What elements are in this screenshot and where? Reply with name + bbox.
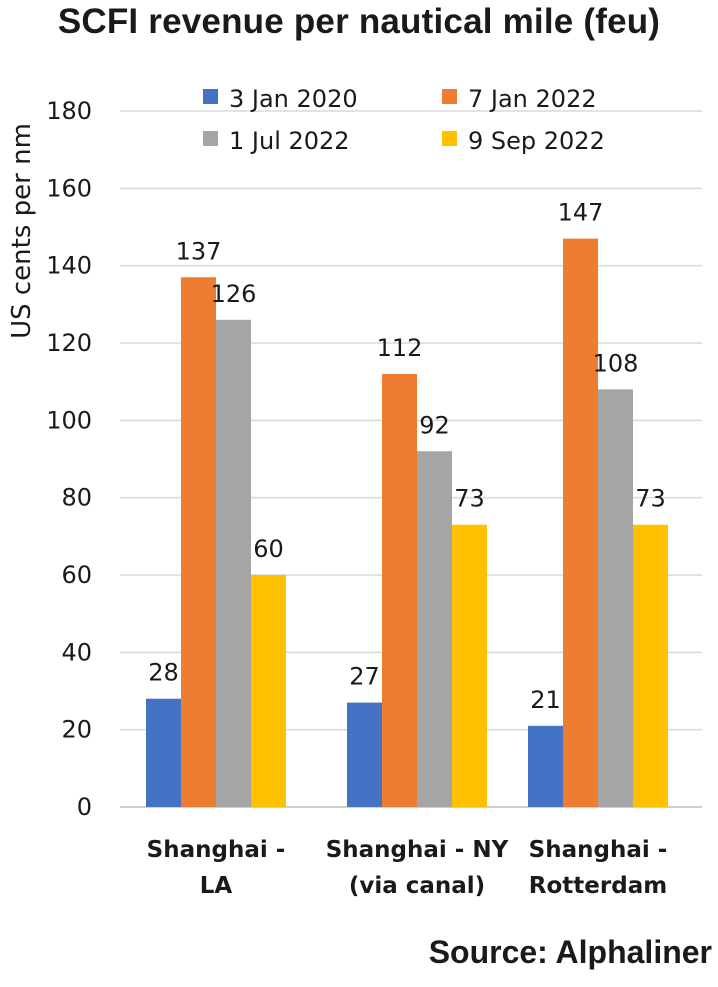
data-label: 126 bbox=[211, 280, 257, 308]
y-tick-label: 20 bbox=[61, 716, 92, 744]
y-axis-ticks: 0 20 40 60 80 100 120 140 160 180 bbox=[46, 97, 92, 821]
y-tick-label: 120 bbox=[46, 329, 92, 357]
y-tick-label: 180 bbox=[46, 97, 92, 125]
legend: 3 Jan 2020 7 Jan 2022 1 Jul 2022 9 Sep 2022 bbox=[203, 85, 605, 155]
category-labels: Shanghai - LA Shanghai - NY (via canal) Shan… bbox=[147, 837, 668, 899]
legend-swatch bbox=[442, 89, 457, 104]
bar bbox=[382, 373, 417, 807]
y-tick-label: 80 bbox=[61, 484, 92, 512]
bar bbox=[633, 524, 668, 807]
legend-label: 1 Jul 2022 bbox=[229, 127, 350, 155]
data-label: 108 bbox=[593, 349, 639, 377]
data-label: 27 bbox=[349, 663, 380, 691]
bar bbox=[181, 277, 216, 807]
category-label: Shanghai - NY bbox=[326, 837, 509, 863]
y-tick-label: 60 bbox=[61, 561, 92, 589]
data-labels: 28 137 126 60 27 112 92 73 21 147 108 73 bbox=[148, 199, 666, 714]
bar bbox=[452, 524, 487, 807]
chart-title: SCFI revenue per nautical mile (feu) bbox=[57, 2, 661, 41]
category-label: Shanghai - bbox=[529, 837, 668, 863]
category-label: (via canal) bbox=[349, 873, 485, 899]
y-tick-label: 160 bbox=[46, 174, 92, 202]
category-label: LA bbox=[200, 873, 233, 899]
category-label: Shanghai - bbox=[147, 837, 286, 863]
legend-swatch bbox=[442, 131, 457, 146]
legend-label: 7 Jan 2022 bbox=[468, 85, 597, 113]
bars bbox=[146, 238, 668, 808]
bar bbox=[598, 389, 633, 807]
legend-swatch bbox=[203, 131, 218, 146]
y-axis-title: US cents per nm bbox=[7, 123, 37, 339]
bar bbox=[528, 725, 563, 807]
bar bbox=[563, 238, 598, 808]
bar bbox=[251, 575, 286, 807]
legend-label: 9 Sep 2022 bbox=[468, 127, 605, 155]
data-label: 73 bbox=[635, 485, 666, 513]
y-tick-label: 40 bbox=[61, 638, 92, 666]
data-label: 112 bbox=[377, 334, 423, 362]
category-label: Rotterdam bbox=[529, 873, 667, 899]
data-label: 28 bbox=[148, 659, 179, 687]
source-text: Source: Alphaliner bbox=[428, 934, 712, 970]
legend-swatch bbox=[203, 89, 218, 104]
legend-label: 3 Jan 2020 bbox=[229, 85, 358, 113]
data-label: 73 bbox=[454, 485, 485, 513]
y-tick-label: 0 bbox=[77, 793, 92, 821]
y-tick-label: 140 bbox=[46, 252, 92, 280]
bar bbox=[216, 319, 251, 807]
data-label: 21 bbox=[530, 686, 561, 714]
data-label: 137 bbox=[176, 237, 222, 265]
data-label: 92 bbox=[419, 411, 450, 439]
data-label: 147 bbox=[558, 199, 604, 227]
y-tick-label: 100 bbox=[46, 406, 92, 434]
bar bbox=[146, 698, 181, 807]
bar bbox=[417, 451, 452, 807]
data-label: 60 bbox=[253, 535, 284, 563]
bar bbox=[347, 702, 382, 807]
